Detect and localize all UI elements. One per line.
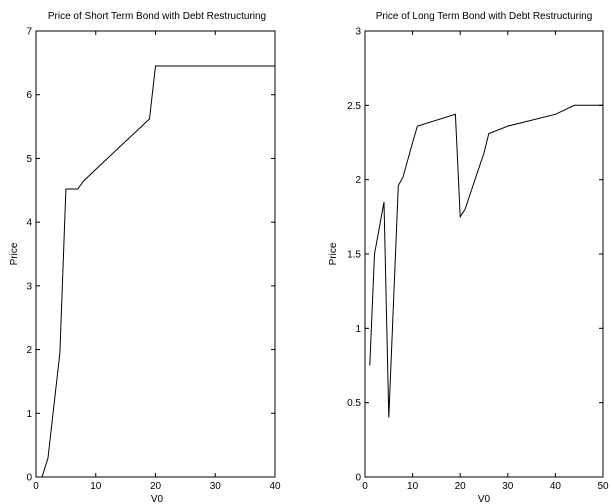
series-group [369,104,603,418]
series-line [41,65,275,478]
y-tick-label: 7 [26,27,32,38]
y-tick-label: 3 [26,281,32,292]
y-axis-label: Price [9,242,20,265]
y-tick-label: 1 [355,324,361,335]
x-tick-label: 10 [407,481,419,492]
plot-area [35,30,276,478]
chart-short-term-bond: Price of Short Term Bond with Debt Restr… [9,11,281,504]
y-tick-label: 2.5 [347,101,361,112]
series-group [41,65,275,478]
x-tick-label: 50 [597,481,609,492]
x-tick-label: 20 [150,481,162,492]
y-tick-label: 6 [26,90,32,101]
chart-title: Price of Long Term Bond with Debt Restru… [376,11,593,22]
y-tick-label: 3 [355,27,361,38]
x-tick-label: 40 [269,481,281,492]
axis-ticks: 0 10 20 30 40 0 1 2 3 4 5 6 7 [26,27,281,493]
y-tick-label: 0 [355,473,361,484]
x-tick-label: 10 [90,481,102,492]
y-tick-label: 2 [26,345,32,356]
y-tick-label: 1 [26,409,32,420]
y-tick-label: 0.5 [347,398,361,409]
chart-title: Price of Short Term Bond with Debt Restr… [48,11,266,22]
y-tick-label: 4 [26,218,32,229]
x-tick-label: 30 [502,481,514,492]
chart-long-term-bond: Price of Long Term Bond with Debt Restru… [328,11,609,504]
y-tick-label: 1.5 [347,250,361,261]
x-tick-label: 30 [210,481,222,492]
x-axis-label: V0 [151,494,164,504]
y-tick-label: 5 [26,154,32,165]
x-tick-label: 20 [455,481,467,492]
x-tick-label: 40 [550,481,562,492]
axis-ticks: 0 10 20 30 40 50 0 0.5 1 1.5 2 2.5 3 [347,27,609,493]
plot-area [364,30,604,478]
y-axis-label: Price [328,242,339,265]
series-line [369,104,603,418]
x-tick-label: 0 [33,481,39,492]
x-axis-label: V0 [478,494,491,504]
y-tick-label: 2 [355,175,361,186]
y-tick-label: 0 [26,473,32,484]
x-tick-label: 0 [362,481,368,492]
